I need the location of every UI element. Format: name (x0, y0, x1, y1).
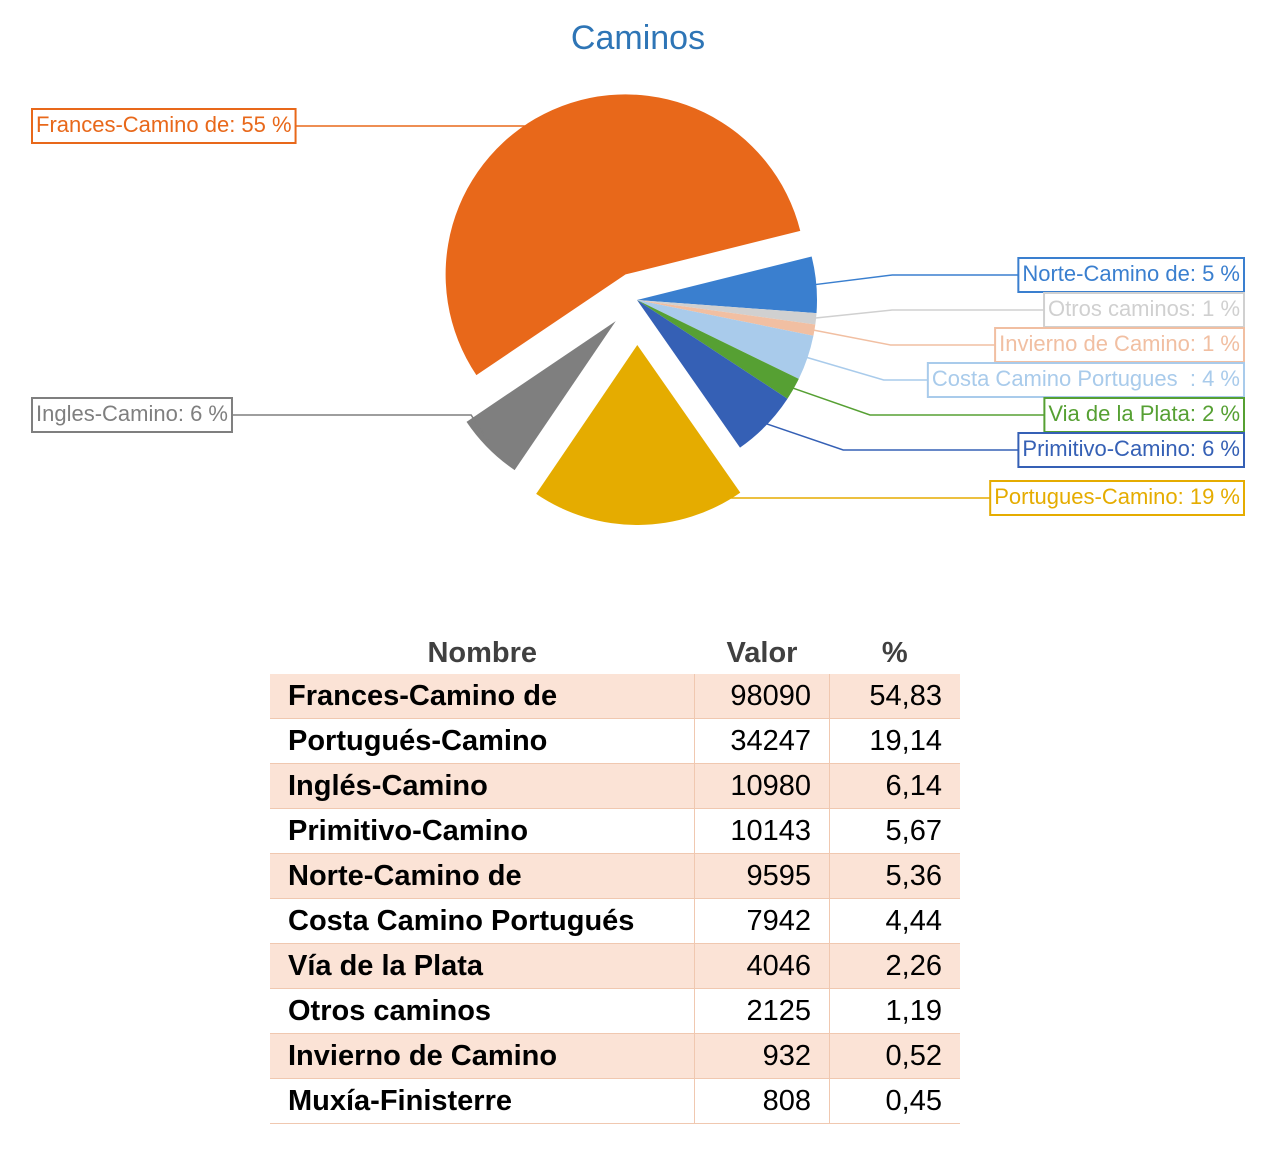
table-cell: 10980 (694, 763, 830, 809)
label-box (31, 108, 297, 144)
table-cell: 34247 (694, 718, 830, 764)
table-cell: Costa Camino Portugués (270, 898, 695, 944)
chart-title: Caminos (571, 19, 705, 57)
pie-slice (445, 94, 801, 376)
table-cell: Frances-Camino de (270, 674, 695, 719)
table-cell: 808 (694, 1078, 830, 1124)
label-box (31, 397, 233, 433)
leader-line (295, 112, 555, 127)
table-cell: 54,83 (829, 674, 960, 719)
slice-label: Primitivo-Camino: 6 % (1022, 436, 1240, 461)
slice-label: Frances-Camino de: 55 % (36, 112, 292, 137)
label-box (1043, 397, 1245, 433)
leader-line (803, 355, 928, 381)
table-row: Portugués-Camino 34247 19,14 (270, 718, 960, 764)
table-row: Invierno de Camino 932 0,52 (270, 1033, 960, 1079)
pie-slice (637, 300, 799, 399)
table-cell: 19,14 (829, 718, 960, 764)
table-cell: Portugués-Camino (270, 718, 695, 764)
pie-slice (637, 300, 788, 448)
table-cell: 2,26 (829, 943, 960, 989)
leader-line (231, 414, 492, 446)
pie-slice (536, 344, 741, 525)
pie-slice (637, 300, 814, 379)
slice-label: Norte-Camino de: 5 % (1022, 261, 1240, 286)
pie-slice (466, 321, 616, 471)
table-cell: 2125 (694, 988, 830, 1034)
table-cell: 4,44 (829, 898, 960, 944)
table-row: Vía de la Plata 4046 2,26 (270, 943, 960, 989)
table-cell: Primitivo-Camino (270, 808, 695, 854)
table-cell: 98090 (694, 674, 830, 719)
table-row: Frances-Camino de 98090 54,83 (270, 674, 960, 719)
table-row: Muxía-Finisterre 808 0,45 (270, 1078, 960, 1124)
leader-line (762, 421, 1019, 451)
label-box (989, 480, 1245, 516)
slice-label: Via de la Plata: 2 % (1048, 401, 1240, 426)
pie-slice (637, 300, 816, 336)
data-table: Nombre Valor% Frances-Camino de 98090 54,83 P… (270, 632, 960, 1124)
slice-label: Portugues-Camino: 19 % (994, 484, 1240, 509)
table-cell: 9595 (694, 853, 830, 899)
pie-slice (637, 256, 817, 314)
table-cell: 6,14 (829, 763, 960, 809)
leader-line (812, 274, 1019, 286)
table-header: Nombre Valor% (270, 632, 960, 674)
table-cell: 0,45 (829, 1078, 960, 1124)
table-row: Primitivo-Camino 10143 5,67 (270, 808, 960, 854)
label-box (1017, 432, 1245, 468)
chart: Caminos Norte-Camino de: 5 % Otros camino… (31, 19, 1245, 525)
pie-slice (637, 300, 817, 325)
leader-line (638, 497, 991, 522)
slice-label: Otros caminos: 1 % (1048, 296, 1240, 321)
table-cell: Muxía-Finisterre (270, 1078, 695, 1124)
slice-label: Costa Camino Portugues : 4 % (932, 366, 1240, 391)
table-cell: 5,67 (829, 808, 960, 854)
table-cell: 932 (694, 1033, 830, 1079)
column-header: Valor (726, 636, 798, 669)
leader-line (810, 328, 996, 346)
table-cell: Inglés-Camino (270, 763, 695, 809)
table-row: Norte-Camino de 9595 5,36 (270, 853, 960, 899)
table-cell: Vía de la Plata (270, 943, 695, 989)
leader-line (789, 386, 1045, 416)
column-header: Nombre (427, 636, 538, 669)
leader-line (811, 309, 1045, 320)
table-cell: Otros caminos (270, 988, 695, 1034)
label-box (926, 362, 1245, 398)
table-row: Costa Camino Portugués 7942 4,44 (270, 898, 960, 944)
table-row: Otros caminos 2125 1,19 (270, 988, 960, 1034)
label-box (994, 327, 1245, 363)
table-cell: 10143 (694, 808, 830, 854)
slice-label: Invierno de Camino: 1 % (999, 331, 1240, 356)
table-cell: 5,36 (829, 853, 960, 899)
table-cell: 4046 (694, 943, 830, 989)
table-cell: 0,52 (829, 1033, 960, 1079)
table-cell: 1,19 (829, 988, 960, 1034)
slice-label: Ingles-Camino: 6 % (36, 401, 228, 426)
table-cell: Invierno de Camino (270, 1033, 695, 1079)
table-cell: 7942 (694, 898, 830, 944)
table-row: Inglés-Camino 10980 6,14 (270, 763, 960, 809)
table-cell: Norte-Camino de (270, 853, 695, 899)
column-header: % (881, 636, 908, 669)
